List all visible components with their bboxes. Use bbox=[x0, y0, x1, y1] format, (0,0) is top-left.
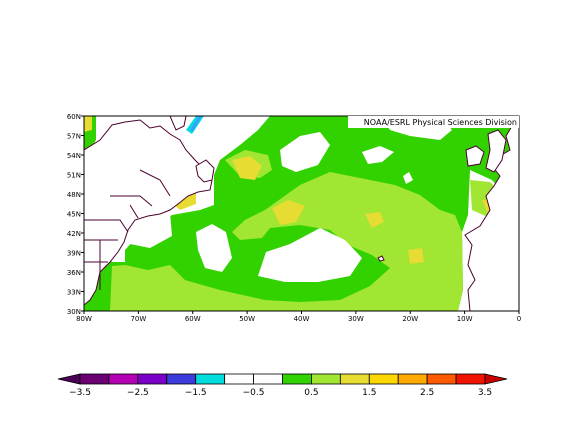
lon-tick-label: 70W bbox=[130, 315, 146, 323]
ocean-gap-spot bbox=[403, 172, 413, 184]
lat-tick-label: 60N bbox=[67, 113, 81, 121]
colorbar-label: 0.5 bbox=[304, 388, 318, 398]
lat-tick-label: 45N bbox=[67, 211, 81, 219]
britain-land bbox=[485, 129, 507, 173]
colorbar-label: −1.5 bbox=[185, 388, 207, 398]
ocean-field-yellow-7 bbox=[408, 248, 424, 264]
lon-tick-label: 10W bbox=[457, 315, 473, 323]
political-boundaries bbox=[84, 169, 171, 290]
colorbar-label: −3.5 bbox=[69, 388, 91, 398]
lat-tick-label: 39N bbox=[67, 250, 81, 258]
colorbar-swatch bbox=[426, 373, 457, 385]
ocean-field-yellow-4 bbox=[365, 212, 384, 228]
colorbar-under-arrow bbox=[57, 373, 81, 385]
lat-tick-label: 36N bbox=[67, 269, 81, 277]
lon-tick-label: 30W bbox=[348, 315, 364, 323]
colorbar-swatch bbox=[108, 373, 139, 385]
colorbar-swatch bbox=[282, 373, 312, 385]
lat-tick-label: 57N bbox=[67, 133, 81, 141]
colorbar-swatch bbox=[339, 373, 370, 385]
ocean-gap-gulf bbox=[130, 212, 172, 248]
lon-tick-label: 20W bbox=[402, 315, 418, 323]
credit-box: NOAA/ESRL Physical Sciences Division bbox=[348, 116, 519, 128]
ocean-field-yellow-1 bbox=[232, 156, 262, 180]
colorbar-over-arrow bbox=[484, 373, 508, 385]
north-america-land bbox=[84, 119, 213, 306]
greenland-land bbox=[169, 116, 187, 131]
colorbar-label: −0.5 bbox=[243, 388, 265, 398]
colorbar-swatch bbox=[195, 373, 226, 385]
latitude-axis: 60N 57N 54N 51N 48N 45N 42N 39N 36N 33N 30N bbox=[67, 113, 84, 316]
ocean-gap-north-2 bbox=[362, 146, 394, 164]
coastlines bbox=[84, 116, 519, 311]
colorbar-label: 2.5 bbox=[420, 388, 434, 398]
ocean-field-yellow-6 bbox=[84, 116, 92, 132]
lon-tick-label: 50W bbox=[239, 315, 255, 323]
lon-tick-label: 0 bbox=[517, 315, 521, 323]
lon-tick-label: 40W bbox=[294, 315, 310, 323]
colorbar-swatch bbox=[253, 373, 283, 385]
lon-tick-label: 60W bbox=[185, 315, 201, 323]
credit-text: NOAA/ESRL Physical Sciences Division bbox=[364, 118, 517, 127]
colorbar-swatch bbox=[224, 373, 254, 385]
map-plot-area bbox=[84, 116, 519, 311]
colorbar-swatch bbox=[311, 373, 341, 385]
lat-tick-label: 30N bbox=[67, 308, 81, 316]
colorbar-swatch bbox=[397, 373, 428, 385]
colorbar-swatch bbox=[455, 373, 486, 385]
lat-tick-label: 48N bbox=[67, 191, 81, 199]
ocean-field-lime bbox=[110, 172, 463, 311]
colorbar-label: 3.5 bbox=[478, 388, 492, 398]
colorbar-swatch bbox=[137, 373, 168, 385]
ireland-land bbox=[465, 145, 485, 167]
colorbar-swatch bbox=[79, 373, 110, 385]
colorbar-swatch bbox=[368, 373, 399, 385]
newfoundland-land bbox=[195, 159, 215, 183]
lon-tick-label: 80W bbox=[76, 315, 92, 323]
azores-island bbox=[377, 255, 385, 262]
lat-tick-label: 54N bbox=[67, 152, 81, 160]
europe-land bbox=[464, 116, 519, 311]
ocean-gap-bermuda bbox=[196, 224, 232, 272]
ocean-gap-north-1 bbox=[280, 132, 330, 172]
colorbar-label: −2.5 bbox=[127, 388, 149, 398]
ocean-field-yellow-3 bbox=[272, 200, 305, 225]
lat-tick-label: 42N bbox=[67, 230, 81, 238]
colorbar-label: 1.5 bbox=[362, 388, 376, 398]
longitude-axis: 80W 70W 60W 50W 40W 30W 20W 10W 0 bbox=[76, 311, 521, 323]
ocean-gap-azores bbox=[258, 228, 362, 282]
lat-tick-label: 33N bbox=[67, 289, 81, 297]
ocean-field-blue bbox=[190, 116, 202, 131]
colorbar-swatch bbox=[166, 373, 197, 385]
colorbar: −3.5 −2.5 −1.5 −0.5 0.5 1.5 2.5 3.5 bbox=[57, 373, 508, 398]
lat-tick-label: 51N bbox=[67, 172, 81, 180]
